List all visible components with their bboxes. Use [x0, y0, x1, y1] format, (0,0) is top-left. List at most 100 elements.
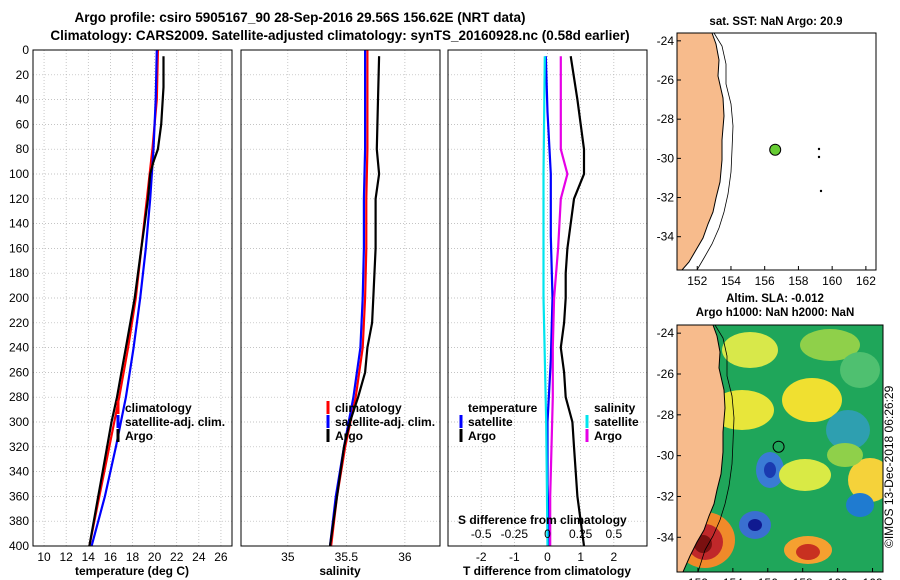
sla-blob	[846, 493, 874, 517]
lon-tick-label: 156	[755, 274, 775, 288]
sla-field	[677, 325, 883, 572]
lat-tick-label: -32	[657, 489, 675, 503]
salinity-tick-labels: 35 35.5 36	[281, 550, 412, 564]
x-tick-label: 2	[610, 550, 617, 564]
depth-tick-label: 160	[9, 241, 29, 255]
difference-panel: -2 -1 0 1 2 -0.5 -0.25 0 0.25 0.5 S difference f…	[447, 49, 648, 578]
salinity-legend-argo: Argo	[335, 429, 363, 443]
s-tick-label: -0.25	[501, 527, 529, 541]
x-tick-label: 1	[577, 550, 584, 564]
depth-tick-label: 220	[9, 316, 29, 330]
temperature-lines	[88, 50, 165, 546]
salinity-legend-climatology: climatology	[335, 401, 402, 415]
temperature-grid	[33, 49, 232, 547]
sla-map-lon-labels: 152 154 156 158 160 162	[688, 568, 883, 580]
difference-legend-t-satellite: satellite	[468, 415, 513, 429]
lat-tick-label: -26	[657, 367, 675, 381]
temperature-panel: 0 20 40 60 80 100 120 140 160 180 200 220 240 260 280 3…	[9, 43, 233, 578]
depth-tick-label: 200	[9, 291, 29, 305]
lon-tick-label: 158	[793, 576, 813, 580]
lat-tick-label: -32	[657, 191, 675, 205]
sla-blob	[848, 458, 883, 502]
difference-legend-t-argo: Argo	[468, 429, 496, 443]
island-marker	[817, 155, 821, 159]
depth-tick-label: 240	[9, 341, 29, 355]
x-tick-label: 36	[398, 550, 412, 564]
depth-tick-label: 400	[9, 539, 29, 553]
sla-blob	[782, 378, 842, 422]
lon-tick-label: 162	[863, 576, 883, 580]
lat-tick-label: -24	[657, 326, 675, 340]
lat-tick-label: -30	[657, 449, 675, 463]
australia-coast	[677, 325, 726, 572]
watermark: ©IMOS 13-Dec-2018 06:26:29	[882, 385, 896, 548]
series-line-satellite-adj-clim-	[328, 50, 367, 546]
difference-axes-box	[447, 49, 648, 547]
depth-tick-label: 320	[9, 440, 29, 454]
lon-tick-label: 162	[856, 274, 876, 288]
sla-blob	[826, 410, 870, 450]
x-tick-label: 16	[104, 550, 118, 564]
salinity-xlabel: salinity	[319, 564, 361, 578]
temperature-xlabel: temperature (deg C)	[75, 564, 189, 578]
sla-map-lat-labels: -24 -26 -28 -30 -32 -34	[657, 326, 681, 544]
figure-title-line1: Argo profile: csiro 5905167_90 28-Sep-20…	[75, 10, 526, 25]
x-tick-label: 35	[281, 550, 295, 564]
difference-t-xlabel: T difference from climatology	[463, 564, 631, 578]
figure-title-line2: Climatology: CARS2009. Satellite-adjuste…	[50, 28, 629, 43]
salinity-axes-box	[240, 49, 441, 547]
x-tick-label: 0	[544, 550, 551, 564]
salinity-legend: climatology satellite-adj. clim. Argo	[326, 401, 435, 443]
x-tick-label: 26	[214, 550, 228, 564]
sla-map-title-line2: Argo h1000: NaN h2000: NaN	[696, 307, 855, 319]
depth-tick-label: 80	[16, 142, 30, 156]
temperature-legend: climatology satellite-adj. clim. Argo	[116, 401, 225, 443]
depth-tick-label: 260	[9, 365, 29, 379]
lat-tick-label: -30	[657, 151, 675, 165]
island-marker	[819, 189, 823, 193]
sla-blob	[722, 332, 778, 368]
depth-tick-label: 140	[9, 217, 29, 231]
depth-tick-label: 180	[9, 266, 29, 280]
difference-legend: temperature satellite Argo salinity sate…	[459, 401, 639, 443]
depth-tick-labels: 0 20 40 60 80 100 120 140 160 180 200 220 240 260 280 3…	[9, 43, 29, 553]
sla-blob	[779, 459, 831, 491]
s-tick-label: 0.5	[605, 527, 622, 541]
sla-blob	[827, 443, 863, 467]
series-line-s-argo	[549, 56, 569, 546]
depth-tick-label: 0	[22, 43, 29, 57]
sla-blob	[800, 329, 860, 361]
depth-tick-label: 20	[16, 68, 30, 82]
difference-legend-s-satellite: satellite	[594, 415, 639, 429]
sla-map-title-line1: Altim. SLA: -0.012	[726, 293, 824, 305]
australia-coast	[677, 33, 725, 270]
argo-profile-marker	[769, 143, 782, 156]
sla-blob	[840, 352, 880, 388]
lat-tick-label: -28	[657, 112, 675, 126]
x-tick-label: 24	[192, 550, 206, 564]
temperature-tick-labels: 10 12 14 16 18 20 22 24 26	[37, 550, 228, 564]
difference-legend-s-argo: Argo	[594, 429, 622, 443]
sst-map-frame	[676, 32, 877, 271]
sla-blob	[748, 519, 762, 531]
x-tick-label: -1	[509, 550, 520, 564]
lat-tick-label: -34	[657, 530, 675, 544]
depth-tick-label: 40	[16, 93, 30, 107]
lon-tick-label: 160	[828, 576, 848, 580]
x-tick-label: 14	[82, 550, 96, 564]
depth-tick-label: 360	[9, 489, 29, 503]
shelf-contour	[696, 33, 734, 270]
temperature-legend-argo: Argo	[125, 429, 153, 443]
series-line-satellite-adj-clim-	[90, 50, 158, 546]
temperature-legend-climatology: climatology	[125, 401, 192, 415]
argo-profile-marker	[772, 440, 785, 453]
difference-t-tick-labels: -2 -1 0 1 2	[476, 550, 618, 564]
depth-tick-label: 100	[9, 167, 29, 181]
s-tick-label: 0.25	[569, 527, 593, 541]
x-tick-label: 12	[59, 550, 73, 564]
x-tick-label: 10	[37, 550, 51, 564]
x-tick-label: 22	[170, 550, 184, 564]
salinity-legend-satellite: satellite-adj. clim.	[335, 415, 435, 429]
x-tick-label: 20	[148, 550, 162, 564]
